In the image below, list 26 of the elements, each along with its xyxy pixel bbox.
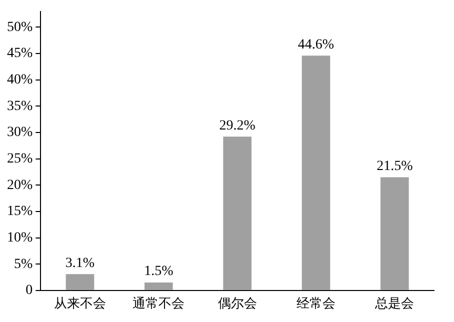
y-tick-label: 35% <box>6 98 33 114</box>
y-tick-label: 20% <box>6 178 33 193</box>
y-tick-label: 5% <box>14 256 33 272</box>
x-tick-label: 偶尔会 <box>218 296 257 312</box>
bar <box>144 282 173 290</box>
data-label: 3.1% <box>65 256 95 271</box>
bar <box>302 56 330 290</box>
y-tick-label: 15% <box>6 204 33 220</box>
y-tick-label: 25% <box>6 151 33 166</box>
bar <box>380 177 409 290</box>
y-tick-label: 50% <box>6 20 33 35</box>
data-label: 29.2% <box>219 118 256 134</box>
x-tick-label: 总是会 <box>374 296 414 312</box>
y-tick-label: 10% <box>6 230 33 246</box>
data-label: 44.6% <box>298 37 334 52</box>
y-tick-label: 30% <box>6 125 33 140</box>
x-tick-label: 经常会 <box>296 296 336 312</box>
y-tick-label: 40% <box>6 72 33 88</box>
y-tick-label: 45% <box>6 46 33 62</box>
x-tick-label: 通常不会 <box>132 296 185 312</box>
data-label: 1.5% <box>144 264 174 280</box>
x-tick-label: 从来不会 <box>54 296 106 312</box>
bar <box>66 274 94 290</box>
bar <box>223 136 252 290</box>
data-label: 21.5% <box>376 158 414 174</box>
y-tick-label: 0 <box>26 283 33 298</box>
